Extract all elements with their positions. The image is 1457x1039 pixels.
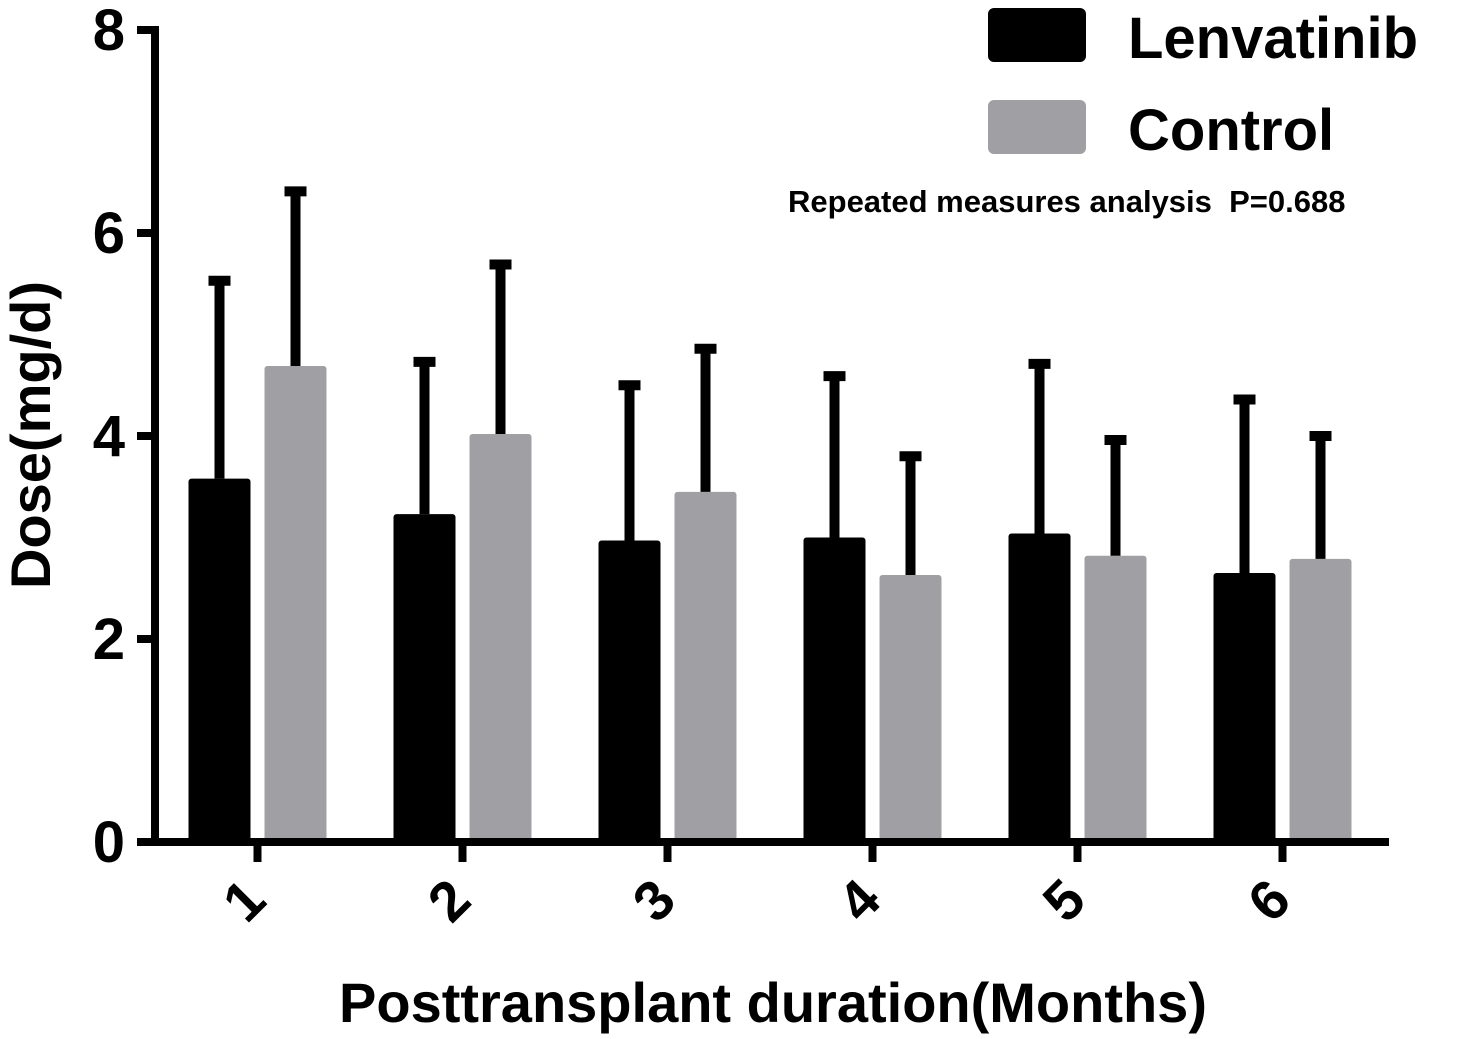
y-ticks-layer: 0 2 4 6 8 — [93, 0, 155, 875]
bar-lenvatinib-month-3 — [598, 540, 661, 842]
bar-lenvatinib-month-1 — [188, 478, 251, 842]
bar-control-month-1 — [264, 365, 327, 842]
bar-lenvatinib-month-4 — [803, 537, 866, 842]
bar-control-month-2 — [469, 433, 532, 842]
legend-label-control: Control — [1128, 98, 1334, 163]
x-ticks-layer: 1 2 3 4 5 6 — [210, 842, 1302, 934]
x-tick-label: 3 — [620, 867, 687, 934]
legend: Lenvatinib Control — [988, 6, 1418, 163]
y-tick-label: 8 — [93, 0, 125, 63]
bar-lenvatinib-month-2 — [393, 514, 456, 842]
x-tick-label: 5 — [1030, 867, 1097, 934]
x-tick-label: 2 — [415, 867, 482, 934]
bars-layer — [188, 365, 1352, 842]
y-tick-label: 4 — [93, 404, 125, 469]
bar-lenvatinib-month-5 — [1008, 533, 1071, 842]
x-axis-title: Posttransplant duration(Months) — [339, 971, 1207, 1034]
bar-control-month-5 — [1084, 555, 1147, 842]
x-tick-label: 6 — [1235, 867, 1302, 934]
bar-control-month-3 — [674, 491, 737, 842]
error-bars-layer — [208, 186, 1332, 576]
legend-label-lenvatinib: Lenvatinib — [1128, 6, 1418, 71]
bar-control-month-6 — [1289, 558, 1352, 842]
bar-control-month-4 — [879, 575, 942, 842]
p-value-annotation: Repeated measures analysis P=0.688 — [788, 184, 1346, 219]
x-tick-label: 4 — [825, 867, 892, 934]
y-tick-label: 2 — [93, 607, 125, 672]
y-tick-label: 0 — [93, 810, 125, 875]
bar-lenvatinib-month-6 — [1213, 573, 1276, 842]
x-tick-label: 1 — [210, 867, 277, 934]
legend-swatch-lenvatinib — [988, 8, 1086, 62]
legend-swatch-control — [988, 100, 1086, 154]
y-tick-label: 6 — [93, 201, 125, 266]
y-axis-title: Dose(mg/d) — [0, 281, 62, 589]
